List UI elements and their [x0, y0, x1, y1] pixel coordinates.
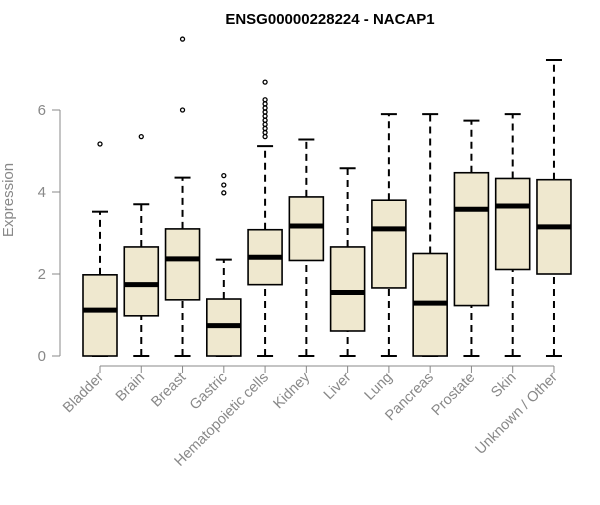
x-tick-label: Kidney: [271, 369, 314, 412]
outlier-point: [262, 129, 268, 136]
box-hematopoietic-cells: [247, 79, 283, 357]
box-liver: [329, 167, 366, 357]
boxplot-series: [82, 36, 572, 357]
iqr-box: [288, 196, 325, 262]
outlier-point: [262, 121, 268, 127]
x-tick-label: Bladder: [60, 369, 107, 416]
iqr-box: [82, 274, 118, 357]
y-tick-label: 4: [38, 184, 46, 201]
box-bladder: [82, 141, 118, 357]
box-skin: [494, 113, 531, 357]
x-tick-label: Lung: [362, 370, 396, 404]
box-lung: [371, 113, 407, 357]
box-kidney: [288, 138, 325, 357]
x-tick-label: Prostate: [429, 370, 478, 419]
y-axis-label: Expression: [0, 163, 17, 237]
y-tick-label: 0: [38, 348, 46, 365]
box-unknown-other: [536, 58, 572, 357]
outlier-point: [97, 141, 103, 147]
y-axis: 0 2 4 6: [38, 102, 61, 365]
outlier-point: [221, 190, 227, 196]
y-tick-label: 6: [38, 102, 46, 119]
outlier-point: [262, 133, 268, 140]
box-prostate: [453, 119, 490, 357]
outlier-point: [262, 117, 268, 123]
outlier-point: [179, 36, 186, 42]
box-brain: [123, 133, 160, 357]
x-tick-label: Brain: [113, 370, 148, 405]
iqr-box: [453, 171, 490, 307]
outlier-point: [221, 172, 227, 179]
iqr-box: [329, 246, 366, 332]
outlier-point: [262, 105, 268, 111]
iqr-box: [371, 199, 407, 289]
iqr-box: [164, 228, 201, 301]
outlier-point: [262, 109, 268, 115]
box-pancreas: [412, 113, 448, 357]
outlier-point: [262, 101, 268, 107]
iqr-box: [123, 246, 160, 317]
outlier-point: [221, 182, 227, 188]
y-tick-label: 2: [38, 266, 46, 283]
x-tick-label: Liver: [321, 369, 355, 403]
outlier-point: [262, 113, 268, 119]
box-breast: [164, 36, 201, 357]
outlier-point: [262, 79, 268, 85]
x-tick-label: Breast: [148, 370, 189, 411]
outlier-point: [262, 97, 268, 103]
outlier-point: [179, 107, 186, 113]
chart-title: ENSG00000228224 - NACAP1: [225, 11, 434, 28]
outlier-point: [138, 133, 144, 140]
iqr-box: [494, 177, 531, 271]
x-tick-label: Skin: [488, 370, 519, 401]
outlier-point: [262, 125, 268, 132]
box-gastric: [206, 172, 242, 357]
